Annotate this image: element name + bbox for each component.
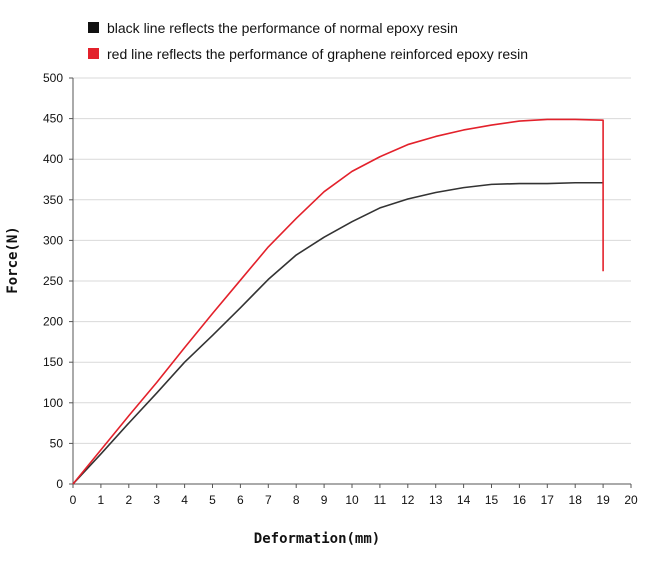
x-tick-label-5: 5 (209, 493, 216, 507)
x-tick-label-16: 16 (513, 493, 527, 507)
x-tick-label-4: 4 (181, 493, 188, 507)
axes (69, 77, 632, 488)
gridlines (73, 77, 631, 444)
series-lines (72, 118, 604, 485)
legend: black line reflects the performance of n… (88, 20, 528, 62)
x-tick-label-20: 20 (624, 493, 638, 507)
x-tick-label-0: 0 (70, 493, 77, 507)
y-tick-label-200: 200 (43, 315, 63, 329)
x-axis-title: Deformation(mm) (254, 531, 380, 547)
x-tick-label-15: 15 (485, 493, 499, 507)
y-tick-label-150: 150 (43, 355, 63, 369)
x-tick-label-9: 9 (321, 493, 328, 507)
y-tick-label-300: 300 (43, 233, 63, 247)
y-tick-label-250: 250 (43, 274, 63, 288)
x-tick-label-10: 10 (345, 493, 359, 507)
x-tick-label-1: 1 (98, 493, 105, 507)
x-tick-label-13: 13 (429, 493, 443, 507)
series-line-red (72, 118, 604, 485)
x-tick-label-2: 2 (125, 493, 132, 507)
legend-label-black: black line reflects the performance of n… (107, 20, 458, 36)
legend-label-red: red line reflects the performance of gra… (107, 46, 528, 62)
y-tick-label-100: 100 (43, 396, 63, 410)
x-tick-label-7: 7 (265, 493, 272, 507)
legend-swatch-red (88, 48, 99, 59)
x-tick-label-19: 19 (596, 493, 610, 507)
x-tick-label-3: 3 (153, 493, 160, 507)
y-tick-label-400: 400 (43, 152, 63, 166)
x-tick-label-11: 11 (374, 493, 387, 507)
y-tick-label-0: 0 (56, 477, 63, 491)
y-tick-label-350: 350 (43, 193, 63, 207)
y-axis-title: Force(N) (5, 226, 21, 293)
x-tick-label-14: 14 (457, 493, 471, 507)
y-tick-label-50: 50 (50, 436, 64, 450)
x-tick-label-18: 18 (569, 493, 583, 507)
x-tick-label-6: 6 (237, 493, 244, 507)
x-tick-label-12: 12 (401, 493, 415, 507)
y-tick-label-450: 450 (43, 112, 63, 126)
y-tick-label-500: 500 (43, 71, 63, 85)
series-line-black (72, 181, 604, 485)
x-tick-label-8: 8 (293, 493, 300, 507)
legend-swatch-black (88, 22, 99, 33)
x-tick-label-17: 17 (541, 493, 555, 507)
